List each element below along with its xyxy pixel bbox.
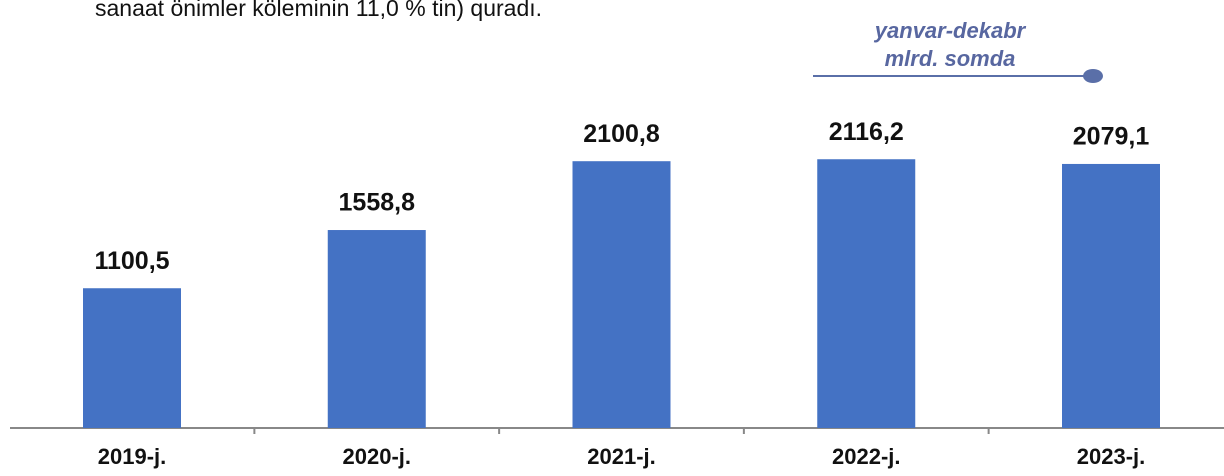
bar [327,230,426,428]
x-tick-label: 2020-j. [343,444,412,469]
annotation: yanvar-dekabr [874,18,1027,43]
x-tick-label: 2021-j. [587,444,656,469]
bar [83,288,181,428]
value-label: 2079,1 [1073,123,1150,151]
x-tick-label: 2022-j. [832,444,901,469]
x-tick-label: 2023-j. [1077,444,1146,469]
bar [1062,163,1160,429]
annotation-dot [1083,69,1103,83]
bar [817,159,916,428]
value-label: 1100,5 [94,247,169,275]
value-label: 1558,8 [339,189,416,217]
annotation: mlrd. somda [885,46,1016,71]
x-tick-label: 2019-j. [98,444,167,469]
value-label: 2116,2 [829,118,904,146]
bar [572,161,671,428]
value-label: 2100,8 [583,120,660,148]
top-text: sanaat önimler köleminin 11,0 % tin) qur… [95,0,542,21]
